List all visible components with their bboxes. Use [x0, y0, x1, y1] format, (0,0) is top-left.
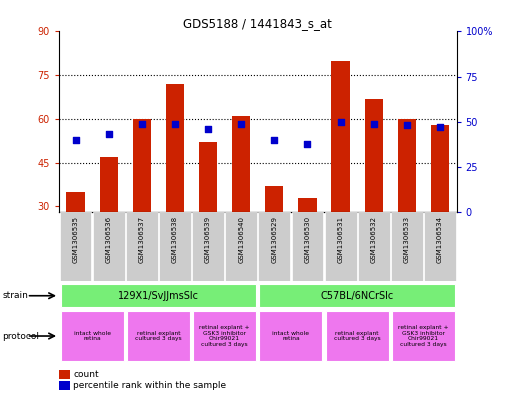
Point: [137, 121, 146, 127]
Point: [303, 140, 311, 147]
Bar: [133, 119, 151, 212]
Text: intact whole
retina: intact whole retina: [74, 331, 111, 342]
Bar: [398, 119, 416, 212]
Text: GSM1306534: GSM1306534: [437, 216, 443, 263]
Text: GSM1306538: GSM1306538: [172, 216, 178, 263]
Bar: [331, 61, 350, 212]
FancyBboxPatch shape: [60, 212, 91, 281]
Point: [370, 121, 378, 127]
FancyBboxPatch shape: [291, 212, 323, 281]
Bar: [299, 198, 317, 212]
FancyBboxPatch shape: [193, 312, 256, 360]
FancyBboxPatch shape: [260, 284, 455, 307]
FancyBboxPatch shape: [424, 212, 456, 281]
FancyBboxPatch shape: [159, 212, 191, 281]
Point: [105, 131, 113, 138]
FancyBboxPatch shape: [325, 212, 357, 281]
FancyBboxPatch shape: [126, 212, 157, 281]
Point: [337, 119, 345, 125]
FancyBboxPatch shape: [93, 212, 125, 281]
FancyBboxPatch shape: [358, 212, 390, 281]
Title: GDS5188 / 1441843_s_at: GDS5188 / 1441843_s_at: [183, 17, 332, 30]
Text: retinal explant +
GSK3 inhibitor
Chir99021
cultured 3 days: retinal explant + GSK3 inhibitor Chir990…: [398, 325, 449, 347]
Bar: [232, 116, 250, 212]
Text: GSM1306533: GSM1306533: [404, 216, 410, 263]
Point: [71, 137, 80, 143]
Text: C57BL/6NCrSlc: C57BL/6NCrSlc: [321, 291, 394, 301]
Text: GSM1306537: GSM1306537: [139, 216, 145, 263]
FancyBboxPatch shape: [225, 212, 257, 281]
Text: GSM1306540: GSM1306540: [238, 216, 244, 263]
Point: [403, 122, 411, 129]
Text: 129X1/SvJJmsSlc: 129X1/SvJJmsSlc: [118, 291, 199, 301]
Text: protocol: protocol: [3, 332, 40, 340]
FancyBboxPatch shape: [127, 312, 190, 360]
FancyBboxPatch shape: [260, 312, 322, 360]
Text: GSM1306539: GSM1306539: [205, 216, 211, 263]
Text: percentile rank within the sample: percentile rank within the sample: [73, 381, 226, 390]
Bar: [67, 192, 85, 212]
FancyBboxPatch shape: [326, 312, 389, 360]
Point: [171, 121, 179, 127]
Bar: [365, 99, 383, 212]
Point: [204, 126, 212, 132]
Bar: [100, 157, 118, 212]
Text: GSM1306535: GSM1306535: [72, 216, 78, 263]
Text: retinal explant +
GSK3 inhibitor
Chir99021
cultured 3 days: retinal explant + GSK3 inhibitor Chir990…: [200, 325, 250, 347]
Bar: [199, 142, 217, 212]
Point: [270, 137, 279, 143]
Text: count: count: [73, 370, 99, 379]
Text: GSM1306530: GSM1306530: [305, 216, 310, 263]
FancyBboxPatch shape: [259, 212, 290, 281]
FancyBboxPatch shape: [61, 284, 256, 307]
Text: GSM1306536: GSM1306536: [106, 216, 112, 263]
Point: [237, 121, 245, 127]
Text: strain: strain: [3, 292, 28, 300]
Text: GSM1306529: GSM1306529: [271, 216, 278, 263]
FancyBboxPatch shape: [392, 312, 455, 360]
Bar: [265, 186, 284, 212]
Bar: [431, 125, 449, 212]
FancyBboxPatch shape: [192, 212, 224, 281]
Text: retinal explant
cultured 3 days: retinal explant cultured 3 days: [135, 331, 182, 342]
Text: GSM1306532: GSM1306532: [371, 216, 377, 263]
FancyBboxPatch shape: [61, 312, 124, 360]
FancyBboxPatch shape: [391, 212, 423, 281]
Text: retinal explant
cultured 3 days: retinal explant cultured 3 days: [334, 331, 381, 342]
Text: GSM1306531: GSM1306531: [338, 216, 344, 263]
Text: intact whole
retina: intact whole retina: [272, 331, 309, 342]
Point: [436, 124, 444, 130]
Bar: [166, 84, 184, 212]
